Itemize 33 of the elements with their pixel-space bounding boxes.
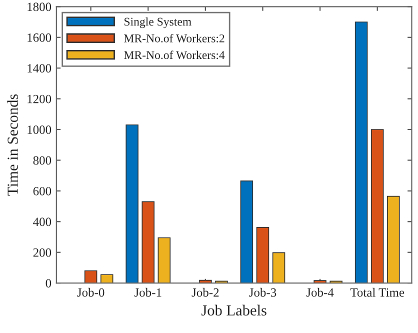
legend-label: Single System <box>124 17 192 28</box>
bar <box>370 129 384 284</box>
legend-label: MR-No.of Workers:2 <box>124 34 224 42</box>
y-tick-label: 1800 <box>28 2 52 12</box>
y-tick-label: 600 <box>33 186 52 196</box>
bar <box>158 237 171 284</box>
y-tick-label: 1200 <box>28 94 52 104</box>
bar <box>314 280 326 284</box>
x-tick-label: Job-3 <box>249 288 276 297</box>
y-tick-label: 1400 <box>28 64 52 73</box>
bar <box>354 22 368 284</box>
x-axis-title: Job Labels <box>202 304 266 316</box>
y-tick-label: 400 <box>33 218 52 226</box>
x-tick-label: Total Time <box>350 288 404 297</box>
x-tick-label: Job-0 <box>77 288 104 297</box>
x-tick-label: Job-1 <box>134 288 162 297</box>
bar <box>84 270 98 284</box>
y-tick-label: 200 <box>33 248 52 257</box>
bar <box>126 124 138 284</box>
bar <box>240 180 254 284</box>
bar <box>100 274 114 284</box>
y-axis-title: Time in Seconds <box>7 94 18 196</box>
bar <box>387 196 400 284</box>
bar <box>142 201 154 284</box>
bar <box>272 252 286 284</box>
x-tick-label: Job-2 <box>192 288 219 297</box>
y-tick-label: 800 <box>33 156 52 165</box>
x-tick-label: Job-4 <box>306 288 334 297</box>
y-tick-label: 0 <box>46 279 52 288</box>
legend-label: MR-No.of Workers:4 <box>124 50 225 60</box>
bar <box>256 227 270 284</box>
y-tick-label: 1000 <box>28 126 52 134</box>
y-tick-label: 1600 <box>28 33 52 42</box>
